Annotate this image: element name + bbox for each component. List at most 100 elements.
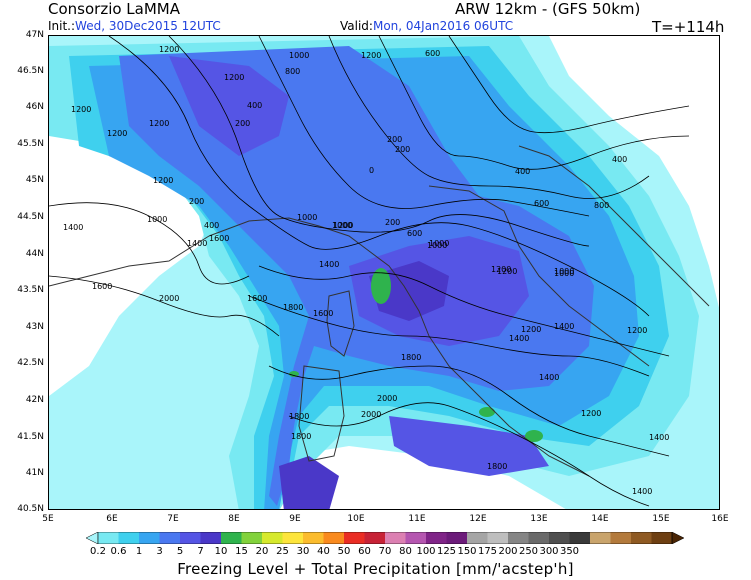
scale-swatch bbox=[180, 532, 201, 544]
scale-swatch bbox=[200, 532, 222, 544]
scale-swatch bbox=[549, 532, 570, 544]
contour-label: 2000 bbox=[361, 410, 381, 419]
contour-label: 1600 bbox=[247, 294, 267, 303]
contour-label: 1800 bbox=[289, 412, 309, 421]
scale-tick-label: 200 bbox=[498, 546, 518, 557]
scale-tick-label: 1 bbox=[135, 546, 143, 557]
scale-tick-label: 125 bbox=[436, 546, 457, 557]
contour-label: 1400 bbox=[319, 260, 339, 269]
valid-label: Valid: bbox=[340, 19, 373, 33]
contour-label: 1000 bbox=[147, 215, 167, 224]
scale-swatch bbox=[364, 532, 386, 544]
valid-info: Valid:Mon, 04Jan2016 06UTC bbox=[340, 20, 513, 33]
contour-label: 600 bbox=[407, 229, 422, 238]
coastline-croatia bbox=[518, 145, 710, 307]
lat-label-41: 41N bbox=[25, 468, 44, 478]
lat-label-41-5: 41.5N bbox=[17, 432, 44, 442]
scale-tick-label: 50 bbox=[337, 546, 351, 557]
coastline-sardinia bbox=[298, 365, 345, 462]
contour-label: 1000 bbox=[297, 213, 317, 222]
scale-swatch bbox=[385, 532, 406, 544]
lat-label-47: 47N bbox=[25, 30, 44, 40]
lat-label-44: 44N bbox=[25, 249, 44, 259]
scale-swatch bbox=[344, 532, 365, 544]
contour-800 bbox=[258, 36, 590, 217]
scale-tick-label: 5 bbox=[176, 546, 184, 557]
contour-label: 200 bbox=[189, 197, 204, 206]
contour-label: 1200 bbox=[497, 267, 517, 276]
contour-label: 400 bbox=[515, 167, 530, 176]
lat-label-42-5: 42.5N bbox=[17, 358, 44, 368]
scale-swatch bbox=[159, 532, 181, 544]
contour-label: 200 bbox=[385, 218, 400, 227]
contour-label: 800 bbox=[594, 201, 609, 210]
scale-tick-label: 7 bbox=[197, 546, 204, 557]
scale-arrow-high bbox=[671, 532, 684, 544]
contour-label: 0 bbox=[369, 166, 374, 175]
contour-1200-alps bbox=[108, 36, 650, 317]
contour-label: 1000 bbox=[289, 51, 309, 60]
contour-label: 1600 bbox=[92, 282, 112, 291]
scale-swatch bbox=[282, 532, 304, 544]
contour-1400-west bbox=[49, 202, 250, 285]
scale-swatch bbox=[426, 532, 447, 544]
scale-tick-label: 10 bbox=[214, 546, 228, 557]
precip-peaks bbox=[289, 268, 543, 442]
lat-label-43-5: 43.5N bbox=[17, 285, 44, 295]
scale-swatch bbox=[508, 532, 529, 544]
valid-value: Mon, 04Jan2016 06UTC bbox=[372, 19, 514, 33]
precipitation-fields bbox=[49, 36, 719, 509]
scale-tick-label: 40 bbox=[317, 546, 330, 557]
scale-tick-label: 150 bbox=[457, 546, 477, 557]
scale-tick-label: 30 bbox=[296, 546, 310, 557]
lon-label-14: 14E bbox=[591, 514, 609, 524]
scale-tick-label: 15 bbox=[235, 546, 248, 557]
scale-swatch bbox=[590, 532, 611, 544]
init-value: Wed, 30Dec2015 12UTC bbox=[75, 19, 221, 33]
contour-label: 1200 bbox=[159, 45, 179, 54]
contour-label: 800 bbox=[285, 67, 300, 76]
scale-tick-label: 0.6 bbox=[110, 546, 127, 557]
contour-2000 bbox=[288, 402, 650, 507]
contour-label: 1600 bbox=[209, 234, 229, 243]
color-scale-bar bbox=[86, 532, 684, 544]
contour-label: 1400 bbox=[187, 239, 207, 248]
scale-swatch bbox=[528, 532, 550, 544]
contour-label: 200 bbox=[387, 135, 402, 144]
contour-label: 200 bbox=[395, 145, 410, 154]
contour-1400-central bbox=[258, 265, 670, 357]
init-info: Init.:Wed, 30Dec2015 12UTC bbox=[48, 20, 221, 33]
scale-tick-label: 25 bbox=[276, 546, 289, 557]
contour-label: 1200 bbox=[627, 326, 647, 335]
scale-swatch bbox=[262, 532, 283, 544]
contour-label: 1600 bbox=[313, 309, 333, 318]
contour-label: 1400 bbox=[554, 322, 574, 331]
contour-label: 1800 bbox=[283, 303, 303, 312]
scale-outline bbox=[97, 532, 673, 544]
lead-time: T=+114h bbox=[652, 18, 725, 36]
scale-swatch bbox=[467, 532, 488, 544]
coastline-tyrrhenian bbox=[428, 335, 590, 477]
contour-label: 1200 bbox=[521, 325, 541, 334]
scale-tick-label: 0.2 bbox=[90, 546, 106, 557]
map-panel: 1200 1000 800 1200 600 1200 1200 1200 40… bbox=[48, 35, 720, 510]
lat-label-46: 46N bbox=[25, 102, 44, 112]
contour-label: 1200 bbox=[333, 221, 353, 230]
lat-label-43: 43N bbox=[25, 322, 44, 332]
precip-peak-tuscany bbox=[371, 268, 391, 304]
scale-swatch bbox=[405, 532, 427, 544]
precip-peak-sardinia bbox=[289, 371, 299, 377]
contour-label: 400 bbox=[247, 101, 262, 110]
precip-area-indigo-2 bbox=[279, 456, 339, 509]
lat-label-45: 45N bbox=[25, 175, 44, 185]
scale-tick-label: 70 bbox=[378, 546, 392, 557]
scale-arrow-low bbox=[86, 532, 99, 544]
lon-label-9: 9E bbox=[289, 514, 301, 524]
scale-swatch bbox=[323, 532, 345, 544]
scale-tick-label: 60 bbox=[358, 546, 371, 557]
model-title: ARW 12km - (GFS 50km) bbox=[455, 0, 641, 18]
contour-label: 200 bbox=[235, 119, 250, 128]
scale-swatch bbox=[446, 532, 468, 544]
contour-label: 2000 bbox=[159, 294, 179, 303]
lon-label-15: 15E bbox=[652, 514, 670, 524]
